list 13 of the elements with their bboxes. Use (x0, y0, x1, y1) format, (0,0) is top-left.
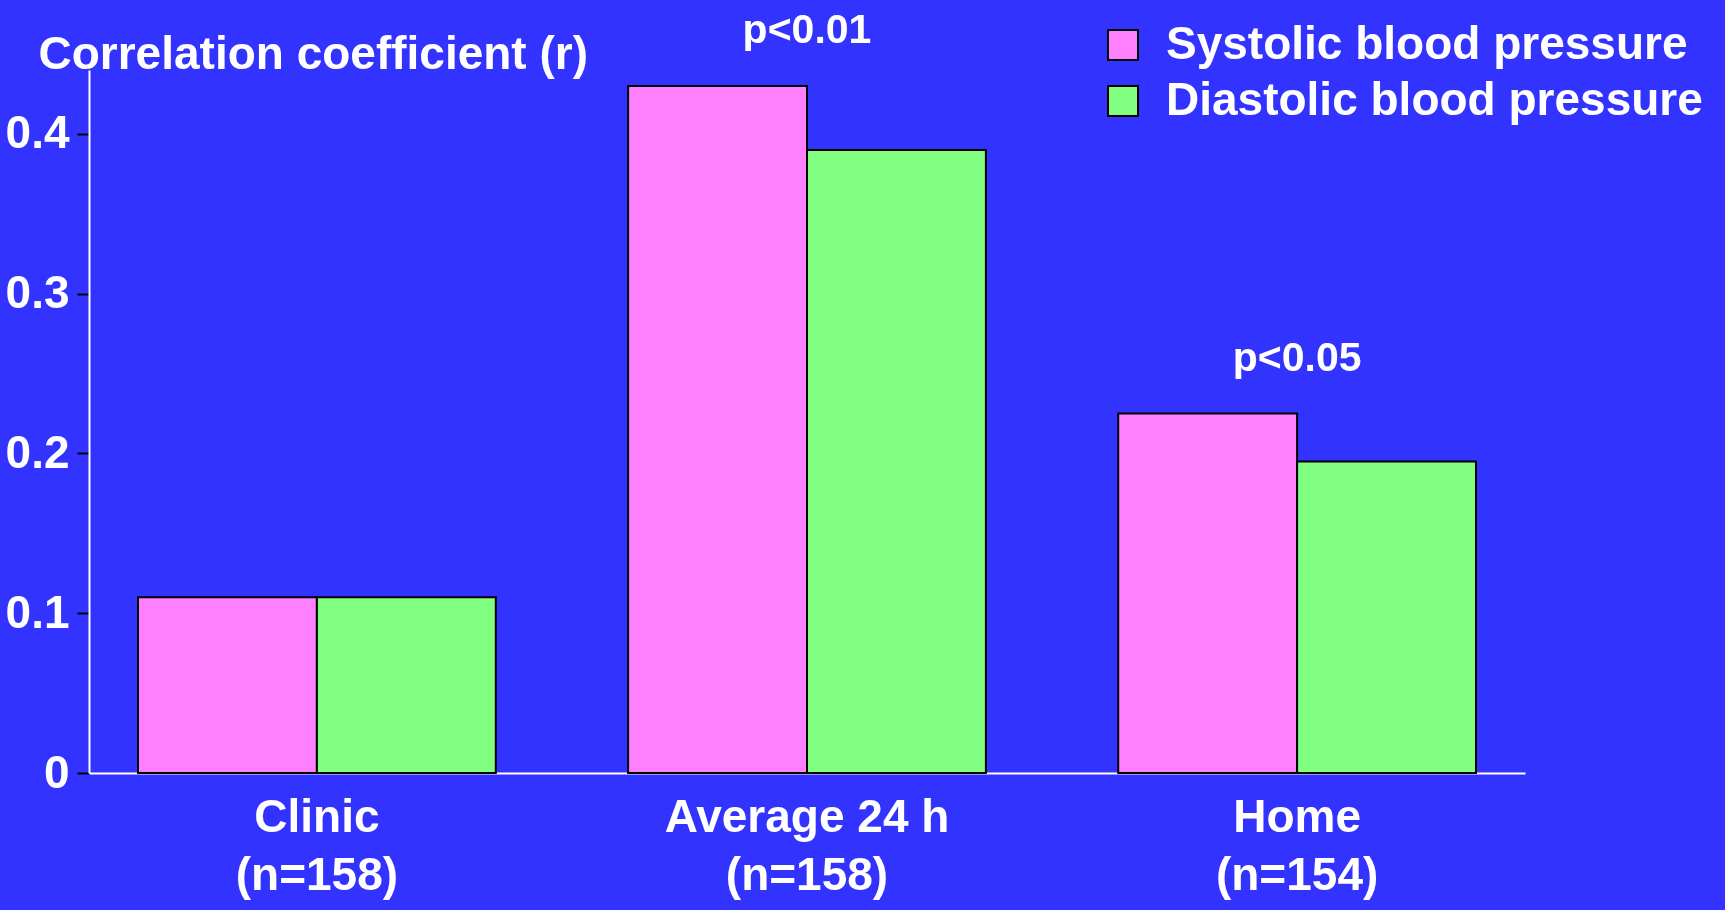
x-tick-label: Clinic (n=158) (235, 789, 399, 900)
y-tick-label: 0 (43, 745, 70, 798)
x-tick-label: Average 24 h (n=158) (664, 789, 950, 900)
y-axis-title: Correlation coefficient (r) (38, 26, 589, 79)
annotation: p<0.05 (1232, 333, 1362, 380)
y-tick-label: 0.2 (5, 425, 70, 478)
x-tick-label: Home (n=154) (1215, 789, 1379, 900)
y-tick-label: 0.4 (5, 106, 70, 159)
legend-label: Diastolic blood pressure (1166, 73, 1703, 125)
legend-label: Systolic blood pressure (1166, 17, 1688, 69)
annotation: p<0.01 (742, 5, 872, 52)
y-tick-label: 0.1 (5, 585, 70, 638)
y-tick-label: 0.3 (5, 266, 70, 319)
